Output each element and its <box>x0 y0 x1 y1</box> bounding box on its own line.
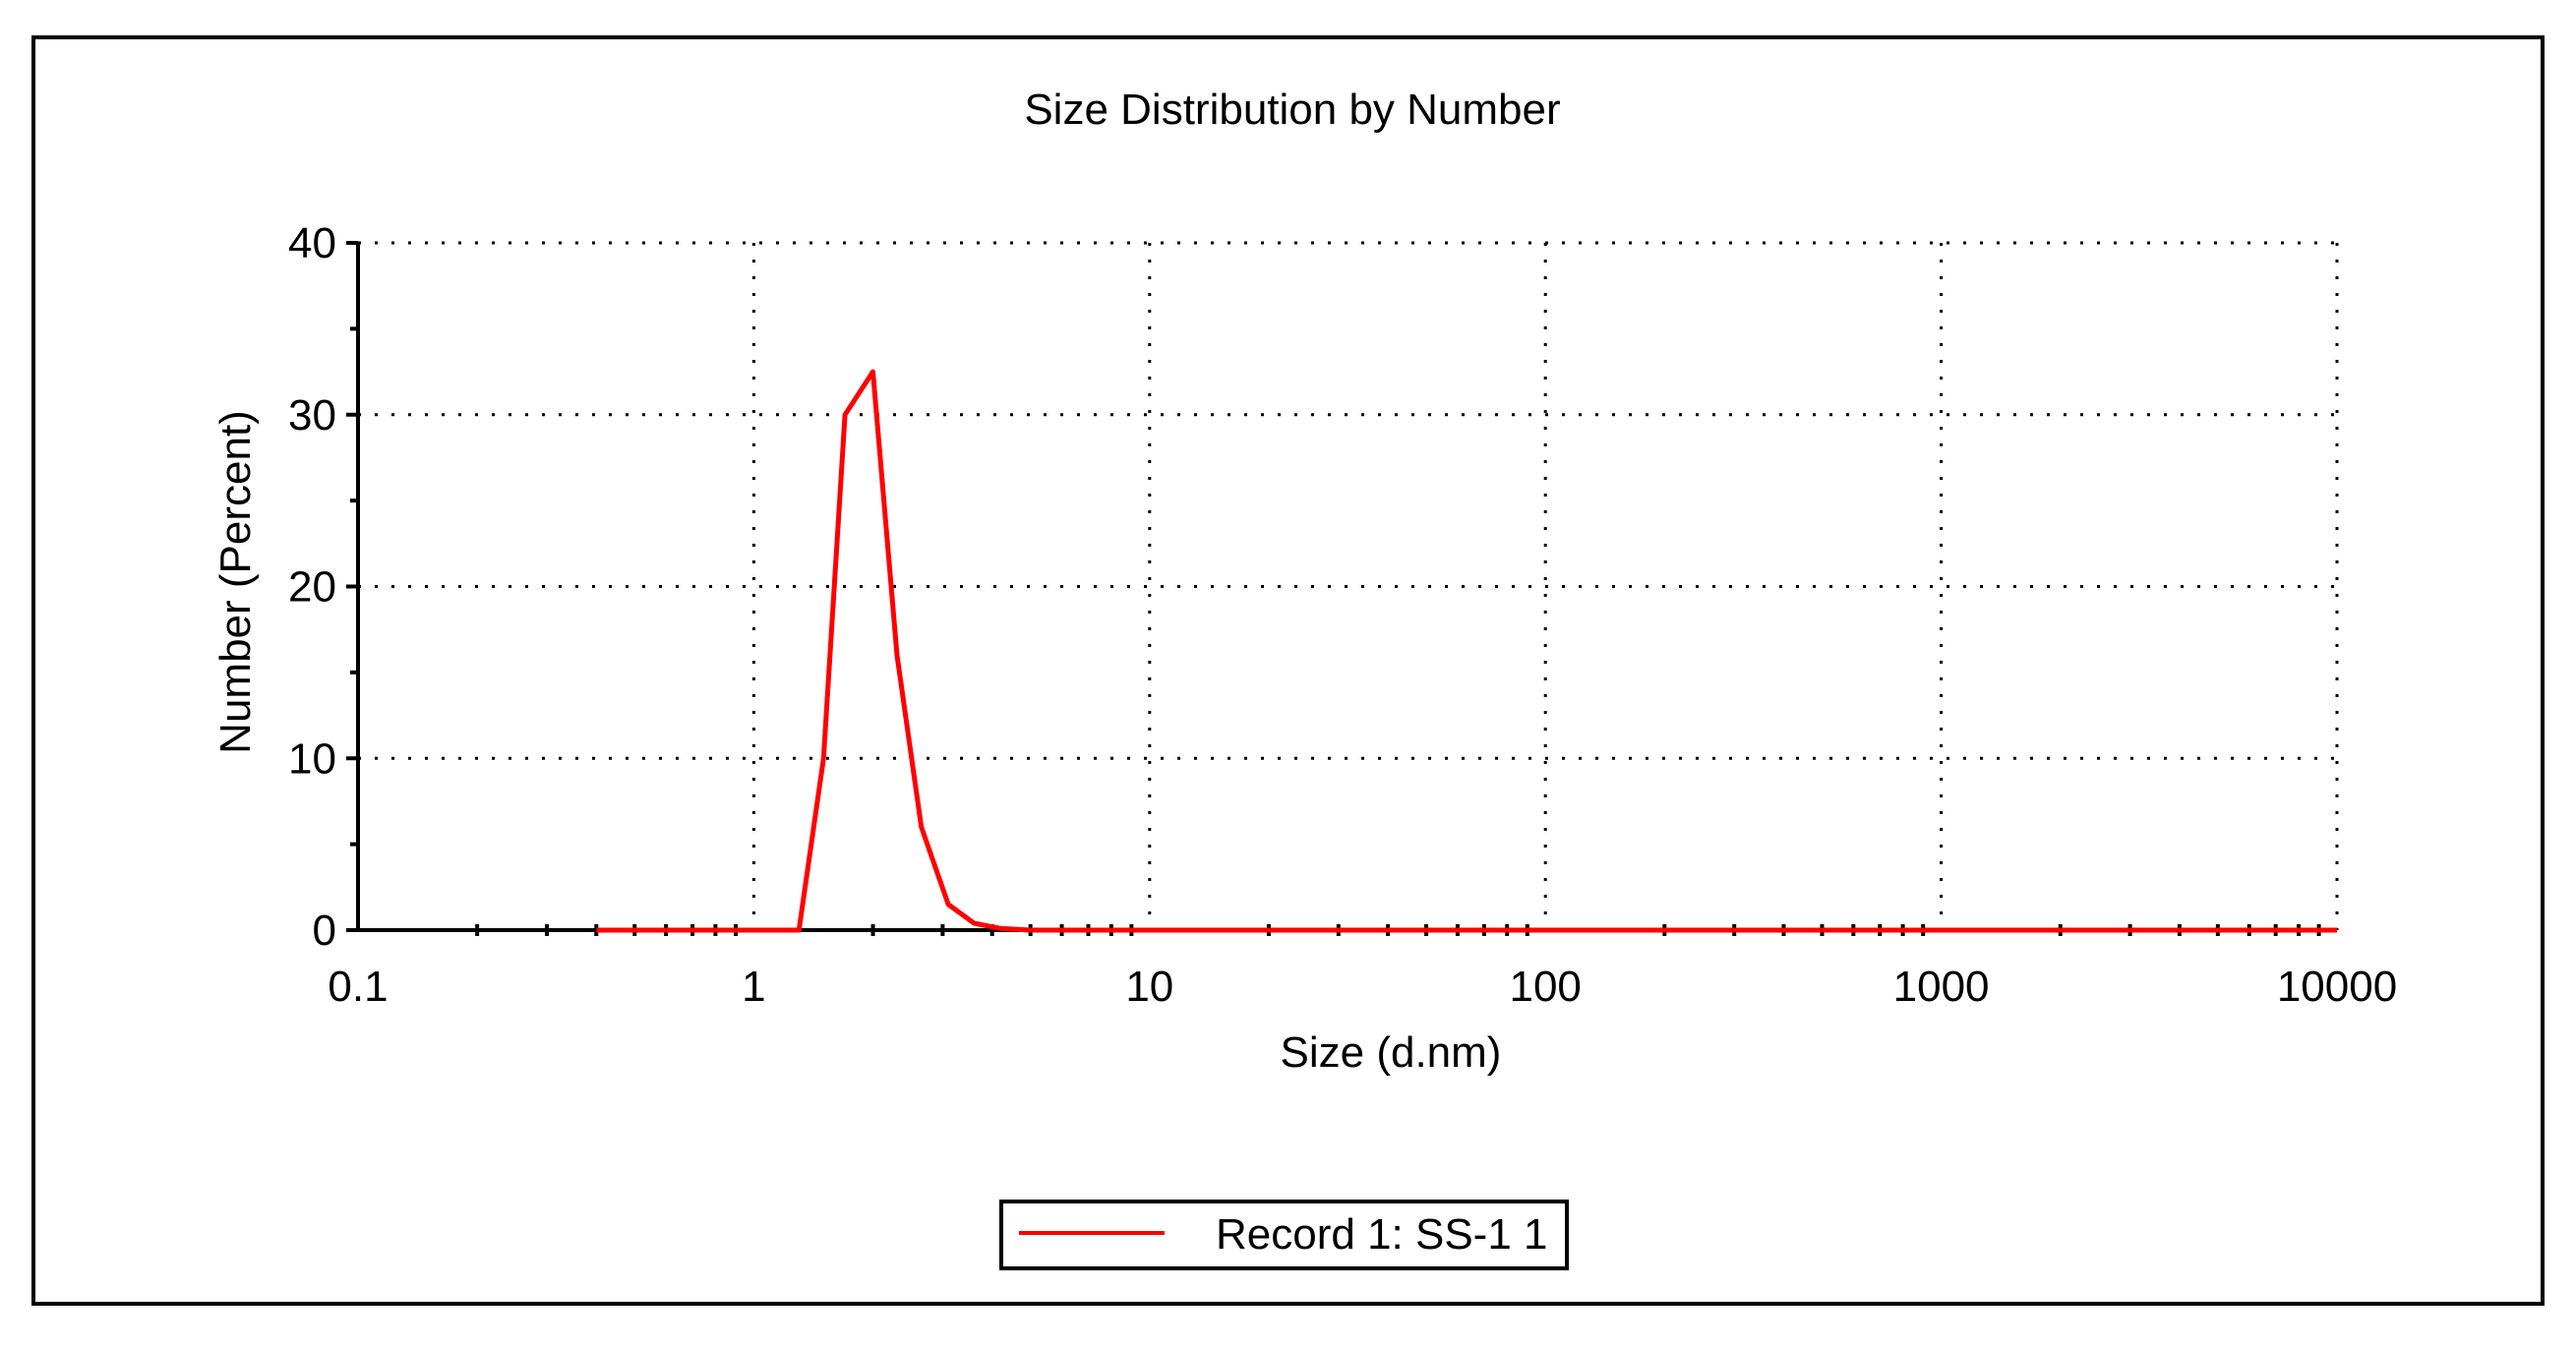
chart-frame: Size Distribution by Number 0.1 1 10 100 100… <box>31 35 2545 1306</box>
x-axis-label: Size (d.nm) <box>1281 1028 1502 1077</box>
y-tick-labels: 0 10 20 30 40 <box>288 219 336 955</box>
x-tick-label: 100 <box>1509 963 1581 1011</box>
y-axis-label: Number (Percent) <box>211 410 260 754</box>
legend: Record 1: SS-1 1 <box>999 1200 1569 1270</box>
chart-title: Size Distribution by Number <box>1024 86 1560 134</box>
series-layer <box>596 369 2337 933</box>
axes <box>346 241 2337 936</box>
legend-series-label: Record 1: SS-1 1 <box>1216 1210 1548 1259</box>
x-tick-label: 10000 <box>2277 963 2397 1011</box>
series-line-0 <box>596 369 2337 933</box>
x-tick-labels: 0.1 1 10 100 1000 10000 <box>328 963 2397 1011</box>
x-tick-label: 0.1 <box>328 963 388 1011</box>
grid <box>358 241 2339 930</box>
x-tick-label: 1000 <box>1893 963 1990 1011</box>
x-tick-label: 10 <box>1125 963 1173 1011</box>
y-tick-label: 30 <box>288 391 336 440</box>
y-tick-label: 20 <box>288 563 336 612</box>
y-tick-label: 0 <box>313 907 336 955</box>
y-tick-label: 10 <box>288 734 336 783</box>
x-tick-label: 1 <box>742 963 765 1011</box>
y-tick-label: 40 <box>288 219 336 267</box>
chart-canvas: Size Distribution by Number 0.1 1 10 100 100… <box>211 86 2397 1270</box>
